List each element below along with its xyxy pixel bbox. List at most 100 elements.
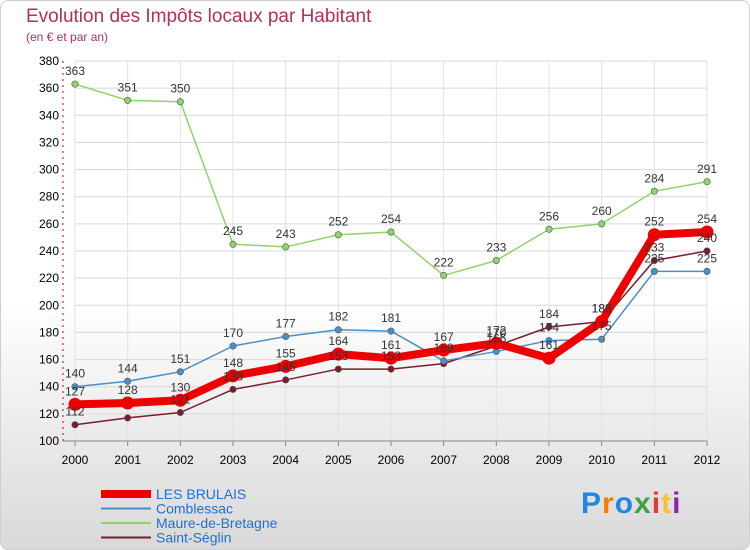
point-comblessac-2010 — [598, 335, 606, 343]
point-les-brulais-2004 — [279, 359, 293, 373]
y-tick-label-280: 280 — [39, 190, 59, 204]
legend: LES BRULAISComblessacMaure-de-BretagneSa… — [101, 486, 278, 546]
point-maure-de-bretagne-2010 — [598, 220, 606, 228]
x-tick-label-2006: 2006 — [378, 453, 405, 467]
data-label-saint-s-glin-2005: 153 — [328, 349, 348, 363]
point-les-brulais-2006 — [384, 351, 398, 365]
point-comblessac-2000 — [71, 383, 79, 391]
data-label-comblessac-2005: 182 — [328, 310, 348, 324]
data-label-maure-de-bretagne-2007: 222 — [434, 255, 454, 269]
point-les-brulais-2012 — [700, 225, 714, 239]
point-maure-de-bretagne-2007 — [440, 271, 448, 279]
legend-label-maure-de-bretagne: Maure-de-Bretagne — [156, 515, 278, 531]
data-label-les-brulais-2006: 161 — [381, 338, 401, 352]
data-label-saint-s-glin-2010: 188 — [592, 302, 612, 316]
point-comblessac-2009 — [545, 337, 553, 345]
logo-letter: P — [581, 487, 603, 520]
data-label-saint-s-glin-2002: 121 — [170, 393, 190, 407]
series-layer — [68, 80, 714, 429]
y-tick-label-320: 320 — [39, 135, 59, 149]
data-label-saint-s-glin-2006: 153 — [381, 349, 401, 363]
data-label-comblessac-2002: 151 — [170, 352, 190, 366]
data-label-maure-de-bretagne-2008: 233 — [486, 241, 506, 255]
point-comblessac-2003 — [229, 342, 237, 350]
data-label-maure-de-bretagne-2001: 351 — [118, 80, 138, 94]
logo-letter: i — [651, 487, 662, 520]
data-label-comblessac-2009: 174 — [539, 321, 559, 335]
point-les-brulais-2000 — [68, 397, 82, 411]
y-tick-label-380: 380 — [39, 54, 59, 68]
logo-letter: i — [672, 487, 682, 520]
data-label-les-brulais-2007: 167 — [434, 330, 454, 344]
data-label-les-brulais-2000: 127 — [65, 384, 85, 398]
data-label-maure-de-bretagne-2005: 252 — [328, 215, 348, 229]
data-label-saint-s-glin-2004: 145 — [276, 360, 296, 374]
point-comblessac-2011 — [650, 267, 658, 275]
data-label-saint-s-glin-2009: 184 — [539, 307, 559, 321]
x-tick-label-2003: 2003 — [220, 453, 247, 467]
x-tick-label-2011: 2011 — [641, 453, 667, 467]
y-tick-label-200: 200 — [39, 298, 59, 312]
point-maure-de-bretagne-2012 — [703, 178, 711, 186]
point-saint-s-glin-2011 — [650, 256, 658, 264]
x-tick-label-2008: 2008 — [483, 453, 510, 467]
data-label-saint-s-glin-2012: 240 — [697, 231, 717, 245]
legend-label-saint-s-glin: Saint-Séglin — [156, 530, 232, 546]
data-label-maure-de-bretagne-2009: 256 — [539, 209, 559, 223]
legend-label-comblessac: Comblessac — [156, 501, 233, 517]
data-label-les-brulais-2008: 172 — [486, 323, 506, 337]
data-label-les-brulais-2010: 188 — [592, 302, 612, 316]
point-maure-de-bretagne-2003 — [229, 240, 237, 248]
data-label-comblessac-2010: 175 — [592, 319, 612, 333]
data-label-comblessac-2000: 140 — [65, 367, 85, 381]
point-saint-s-glin-2000 — [71, 421, 79, 429]
point-comblessac-2001 — [124, 377, 132, 385]
point-maure-de-bretagne-2004 — [282, 243, 290, 251]
x-tick-label-2002: 2002 — [167, 453, 194, 467]
data-label-maure-de-bretagne-2010: 260 — [592, 204, 612, 218]
logo-letter: x — [634, 487, 652, 520]
axes: 100 120 140 160 180 200 220 240 260 280 300 320 340 3… — [39, 54, 721, 467]
data-label-les-brulais-2004: 155 — [276, 346, 296, 360]
logo-letter: o — [614, 487, 635, 520]
y-tick-label-340: 340 — [39, 108, 59, 122]
y-tick-label-140: 140 — [39, 380, 59, 394]
data-label-saint-s-glin-2011: 233 — [644, 241, 664, 255]
chart-title: Evolution des Impôts locaux par Habitant — [26, 6, 372, 27]
point-les-brulais-2009 — [542, 351, 556, 365]
data-label-les-brulais-2005: 164 — [328, 334, 348, 348]
point-maure-de-bretagne-2009 — [545, 225, 553, 233]
legend-label-les-brulais: LES BRULAIS — [156, 486, 246, 502]
data-label-comblessac-2004: 177 — [276, 317, 296, 331]
data-label-comblessac-2008: 166 — [486, 331, 506, 345]
data-label-maure-de-bretagne-2004: 243 — [276, 227, 296, 241]
x-tick-label-2009: 2009 — [536, 453, 563, 467]
point-les-brulais-2011 — [647, 228, 661, 242]
point-saint-s-glin-2004 — [282, 376, 290, 384]
data-label-les-brulais-2003: 148 — [223, 356, 243, 370]
point-saint-s-glin-2006 — [387, 365, 395, 373]
point-maure-de-bretagne-2000 — [71, 80, 79, 88]
y-tick-label-180: 180 — [39, 325, 59, 339]
data-label-saint-s-glin-2000: 112 — [65, 405, 84, 419]
logo-letter: r — [602, 487, 615, 520]
point-maure-de-bretagne-2011 — [650, 187, 658, 195]
point-saint-s-glin-2012 — [703, 247, 711, 255]
point-saint-s-glin-2002 — [176, 408, 184, 416]
data-label-maure-de-bretagne-2011: 284 — [644, 171, 664, 185]
y-tick-label-240: 240 — [39, 244, 59, 258]
point-saint-s-glin-2001 — [124, 414, 132, 422]
y-tick-label-360: 360 — [39, 81, 59, 95]
x-tick-label-2007: 2007 — [430, 453, 457, 467]
data-label-maure-de-bretagne-2006: 254 — [381, 212, 401, 226]
y-tick-label-160: 160 — [39, 353, 59, 367]
x-tick-label-2004: 2004 — [272, 453, 299, 467]
point-les-brulais-2008 — [489, 336, 503, 350]
point-maure-de-bretagne-2008 — [492, 256, 500, 264]
y-tick-label-220: 220 — [39, 271, 59, 285]
point-les-brulais-2001 — [121, 396, 135, 410]
data-label-comblessac-2012: 225 — [697, 251, 717, 265]
point-comblessac-2004 — [282, 332, 290, 340]
